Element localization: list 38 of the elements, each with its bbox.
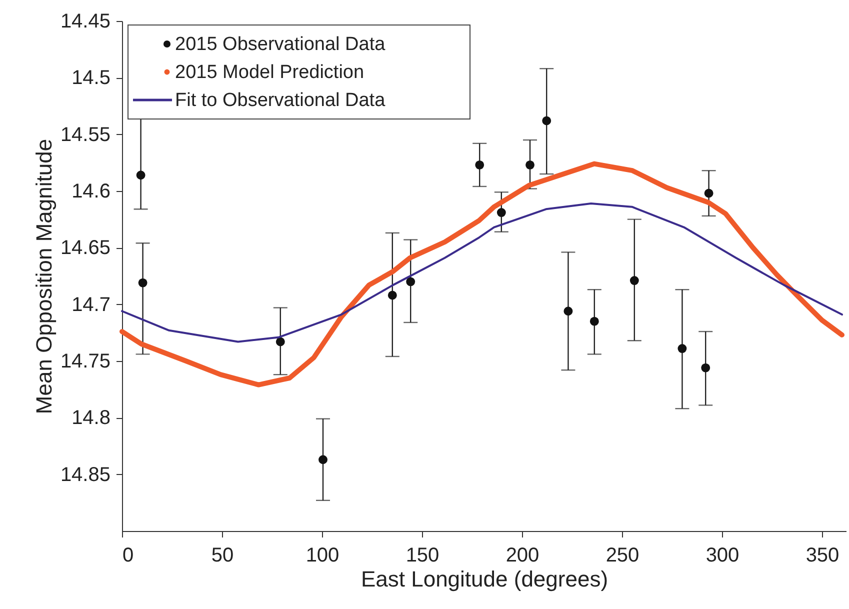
point — [136, 170, 146, 180]
legend-label: Fit to Observational Data — [175, 90, 386, 111]
x-tick-label: 150 — [406, 544, 440, 566]
point — [590, 316, 599, 326]
point — [388, 290, 397, 300]
point — [496, 208, 506, 217]
legend-label: 2015 Observational Data — [175, 34, 386, 55]
y-tick-label: 14.55 — [60, 124, 110, 146]
legend-label: 2015 Model Prediction — [175, 62, 364, 83]
point — [542, 116, 552, 126]
x-tick-label: 300 — [706, 544, 740, 566]
y-tick-label: 14.85 — [60, 464, 110, 486]
point — [138, 278, 148, 288]
point — [318, 455, 328, 464]
x-tick-label: 0 — [122, 544, 134, 566]
y-tick-label: 14.6 — [72, 180, 110, 202]
x-axis-title: East Longitude (degrees) — [360, 566, 608, 592]
x-tick-label: 200 — [506, 544, 540, 566]
y-axis-title: Mean Opposition Magnitude — [31, 138, 56, 414]
point — [526, 160, 534, 170]
point — [564, 306, 573, 316]
x-tick-label: 350 — [806, 544, 840, 566]
x-tick-label: 250 — [606, 544, 640, 566]
y-tick-label: 14.7 — [72, 294, 110, 316]
y-tick-label: 14.65 — [60, 237, 110, 260]
y-tick-label: 14.8 — [72, 407, 110, 430]
y-tick-label: 14.75 — [60, 350, 110, 372]
point — [406, 277, 416, 286]
point — [276, 337, 285, 346]
x-tick-label: 100 — [306, 544, 340, 566]
y-tick-label: 14.45 — [60, 10, 110, 32]
point — [701, 363, 710, 372]
point — [704, 188, 714, 198]
x-tick-label: 50 — [211, 544, 234, 566]
point — [630, 276, 639, 285]
point — [678, 344, 687, 353]
point — [475, 160, 484, 170]
y-tick-label: 14.5 — [72, 67, 110, 90]
